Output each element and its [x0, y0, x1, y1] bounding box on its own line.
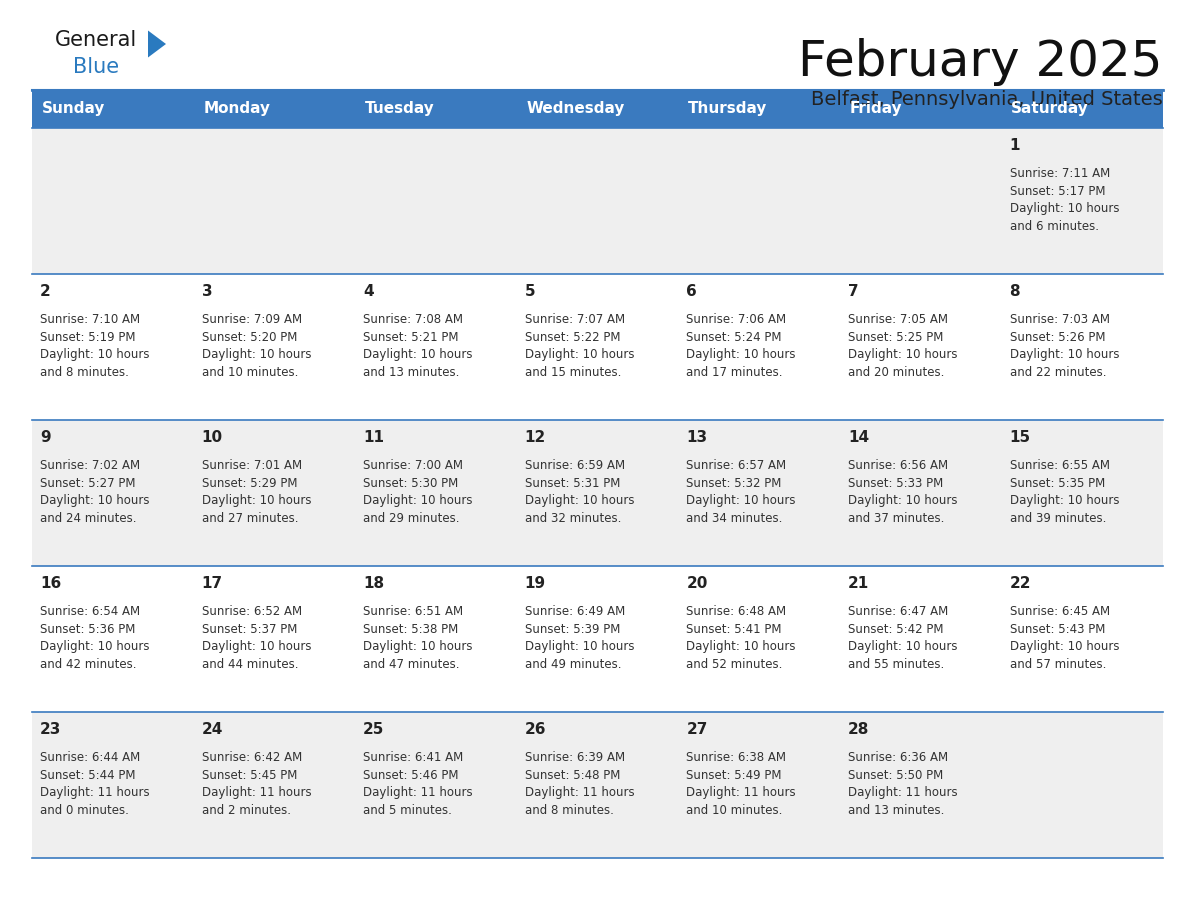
Text: 6: 6	[687, 285, 697, 299]
Bar	[355, 90, 517, 128]
Text: 20: 20	[687, 577, 708, 591]
Text: Sunrise: 6:47 AM
Sunset: 5:42 PM
Daylight: 10 hours
and 55 minutes.: Sunrise: 6:47 AM Sunset: 5:42 PM Dayligh…	[848, 605, 958, 671]
Text: Sunrise: 6:59 AM
Sunset: 5:31 PM
Daylight: 10 hours
and 32 minutes.: Sunrise: 6:59 AM Sunset: 5:31 PM Dayligh…	[525, 459, 634, 525]
Text: 1: 1	[1010, 139, 1020, 153]
Text: 5: 5	[525, 285, 536, 299]
Bar	[32, 712, 1163, 858]
Text: Thursday: Thursday	[688, 102, 767, 117]
Text: Sunrise: 7:03 AM
Sunset: 5:26 PM
Daylight: 10 hours
and 22 minutes.: Sunrise: 7:03 AM Sunset: 5:26 PM Dayligh…	[1010, 313, 1119, 379]
Text: Tuesday: Tuesday	[365, 102, 435, 117]
Text: Sunrise: 6:36 AM
Sunset: 5:50 PM
Daylight: 11 hours
and 13 minutes.: Sunrise: 6:36 AM Sunset: 5:50 PM Dayligh…	[848, 752, 958, 817]
Text: Sunrise: 7:10 AM
Sunset: 5:19 PM
Daylight: 10 hours
and 8 minutes.: Sunrise: 7:10 AM Sunset: 5:19 PM Dayligh…	[40, 313, 150, 379]
Text: Wednesday: Wednesday	[526, 102, 625, 117]
Text: Sunrise: 6:48 AM
Sunset: 5:41 PM
Daylight: 10 hours
and 52 minutes.: Sunrise: 6:48 AM Sunset: 5:41 PM Dayligh…	[687, 605, 796, 671]
Bar	[32, 128, 1163, 274]
Bar	[1001, 90, 1163, 128]
Text: 27: 27	[687, 722, 708, 737]
Bar	[678, 90, 840, 128]
Text: Sunrise: 6:51 AM
Sunset: 5:38 PM
Daylight: 10 hours
and 47 minutes.: Sunrise: 6:51 AM Sunset: 5:38 PM Dayligh…	[364, 605, 473, 671]
Bar	[32, 274, 1163, 420]
Bar	[32, 90, 194, 128]
Text: 10: 10	[202, 431, 223, 445]
Text: 8: 8	[1010, 285, 1020, 299]
Bar	[32, 420, 1163, 566]
Text: Sunrise: 7:01 AM
Sunset: 5:29 PM
Daylight: 10 hours
and 27 minutes.: Sunrise: 7:01 AM Sunset: 5:29 PM Dayligh…	[202, 459, 311, 525]
Text: 7: 7	[848, 285, 859, 299]
Text: Friday: Friday	[849, 102, 902, 117]
Text: 9: 9	[40, 431, 51, 445]
Text: Sunrise: 6:41 AM
Sunset: 5:46 PM
Daylight: 11 hours
and 5 minutes.: Sunrise: 6:41 AM Sunset: 5:46 PM Dayligh…	[364, 752, 473, 817]
Text: 23: 23	[40, 722, 62, 737]
Text: 2: 2	[40, 285, 51, 299]
Text: February 2025: February 2025	[798, 38, 1163, 86]
Text: 3: 3	[202, 285, 213, 299]
Bar	[840, 90, 1001, 128]
Text: 4: 4	[364, 285, 374, 299]
Text: Sunrise: 6:42 AM
Sunset: 5:45 PM
Daylight: 11 hours
and 2 minutes.: Sunrise: 6:42 AM Sunset: 5:45 PM Dayligh…	[202, 752, 311, 817]
Text: Sunrise: 6:49 AM
Sunset: 5:39 PM
Daylight: 10 hours
and 49 minutes.: Sunrise: 6:49 AM Sunset: 5:39 PM Dayligh…	[525, 605, 634, 671]
Text: 17: 17	[202, 577, 223, 591]
Text: 25: 25	[364, 722, 385, 737]
Text: Sunrise: 6:44 AM
Sunset: 5:44 PM
Daylight: 11 hours
and 0 minutes.: Sunrise: 6:44 AM Sunset: 5:44 PM Dayligh…	[40, 752, 150, 817]
Text: Sunrise: 7:02 AM
Sunset: 5:27 PM
Daylight: 10 hours
and 24 minutes.: Sunrise: 7:02 AM Sunset: 5:27 PM Dayligh…	[40, 459, 150, 525]
Text: Sunrise: 6:45 AM
Sunset: 5:43 PM
Daylight: 10 hours
and 57 minutes.: Sunrise: 6:45 AM Sunset: 5:43 PM Dayligh…	[1010, 605, 1119, 671]
Text: Sunrise: 6:56 AM
Sunset: 5:33 PM
Daylight: 10 hours
and 37 minutes.: Sunrise: 6:56 AM Sunset: 5:33 PM Dayligh…	[848, 459, 958, 525]
Text: 24: 24	[202, 722, 223, 737]
Text: Sunrise: 6:54 AM
Sunset: 5:36 PM
Daylight: 10 hours
and 42 minutes.: Sunrise: 6:54 AM Sunset: 5:36 PM Dayligh…	[40, 605, 150, 671]
Text: Sunrise: 7:06 AM
Sunset: 5:24 PM
Daylight: 10 hours
and 17 minutes.: Sunrise: 7:06 AM Sunset: 5:24 PM Dayligh…	[687, 313, 796, 379]
Text: Sunrise: 7:11 AM
Sunset: 5:17 PM
Daylight: 10 hours
and 6 minutes.: Sunrise: 7:11 AM Sunset: 5:17 PM Dayligh…	[1010, 167, 1119, 233]
Text: 19: 19	[525, 577, 546, 591]
Text: Sunday: Sunday	[42, 102, 105, 117]
Text: Sunrise: 7:09 AM
Sunset: 5:20 PM
Daylight: 10 hours
and 10 minutes.: Sunrise: 7:09 AM Sunset: 5:20 PM Dayligh…	[202, 313, 311, 379]
Bar	[517, 90, 678, 128]
Text: Sunrise: 6:55 AM
Sunset: 5:35 PM
Daylight: 10 hours
and 39 minutes.: Sunrise: 6:55 AM Sunset: 5:35 PM Dayligh…	[1010, 459, 1119, 525]
Bar	[32, 566, 1163, 712]
Text: Belfast, Pennsylvania, United States: Belfast, Pennsylvania, United States	[811, 90, 1163, 109]
Text: 18: 18	[364, 577, 385, 591]
Text: 12: 12	[525, 431, 546, 445]
Bar	[194, 90, 355, 128]
Text: Sunrise: 6:38 AM
Sunset: 5:49 PM
Daylight: 11 hours
and 10 minutes.: Sunrise: 6:38 AM Sunset: 5:49 PM Dayligh…	[687, 752, 796, 817]
Text: 26: 26	[525, 722, 546, 737]
Text: 11: 11	[364, 431, 384, 445]
Text: Sunrise: 7:00 AM
Sunset: 5:30 PM
Daylight: 10 hours
and 29 minutes.: Sunrise: 7:00 AM Sunset: 5:30 PM Dayligh…	[364, 459, 473, 525]
Text: 13: 13	[687, 431, 708, 445]
Text: Monday: Monday	[203, 102, 270, 117]
Text: 28: 28	[848, 722, 870, 737]
Text: Sunrise: 6:52 AM
Sunset: 5:37 PM
Daylight: 10 hours
and 44 minutes.: Sunrise: 6:52 AM Sunset: 5:37 PM Dayligh…	[202, 605, 311, 671]
Text: 22: 22	[1010, 577, 1031, 591]
Text: Sunrise: 7:05 AM
Sunset: 5:25 PM
Daylight: 10 hours
and 20 minutes.: Sunrise: 7:05 AM Sunset: 5:25 PM Dayligh…	[848, 313, 958, 379]
Text: General: General	[55, 30, 138, 50]
Text: 16: 16	[40, 577, 62, 591]
Text: Sunrise: 7:08 AM
Sunset: 5:21 PM
Daylight: 10 hours
and 13 minutes.: Sunrise: 7:08 AM Sunset: 5:21 PM Dayligh…	[364, 313, 473, 379]
Text: Sunrise: 6:57 AM
Sunset: 5:32 PM
Daylight: 10 hours
and 34 minutes.: Sunrise: 6:57 AM Sunset: 5:32 PM Dayligh…	[687, 459, 796, 525]
Text: Blue: Blue	[72, 57, 119, 77]
Text: 21: 21	[848, 577, 870, 591]
Text: Sunrise: 7:07 AM
Sunset: 5:22 PM
Daylight: 10 hours
and 15 minutes.: Sunrise: 7:07 AM Sunset: 5:22 PM Dayligh…	[525, 313, 634, 379]
Text: 14: 14	[848, 431, 870, 445]
Text: Sunrise: 6:39 AM
Sunset: 5:48 PM
Daylight: 11 hours
and 8 minutes.: Sunrise: 6:39 AM Sunset: 5:48 PM Dayligh…	[525, 752, 634, 817]
Polygon shape	[148, 30, 166, 58]
Text: 15: 15	[1010, 431, 1031, 445]
Text: Saturday: Saturday	[1011, 102, 1089, 117]
